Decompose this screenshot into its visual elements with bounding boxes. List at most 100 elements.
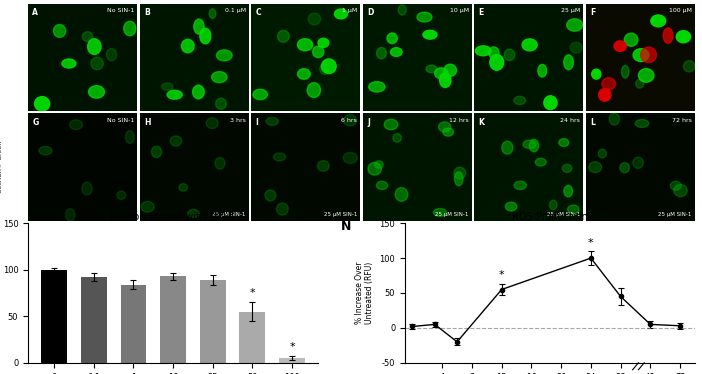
Ellipse shape [538, 64, 547, 77]
Ellipse shape [633, 49, 649, 62]
Text: 25 μM SIN-1: 25 μM SIN-1 [212, 212, 246, 217]
Ellipse shape [489, 47, 499, 58]
Ellipse shape [167, 90, 183, 99]
Ellipse shape [39, 147, 52, 155]
Text: H: H [144, 118, 150, 127]
Ellipse shape [544, 96, 557, 110]
Ellipse shape [398, 5, 406, 15]
Ellipse shape [266, 117, 279, 125]
Text: 25 μM SIN-1: 25 μM SIN-1 [435, 212, 469, 217]
Ellipse shape [192, 85, 204, 99]
Ellipse shape [88, 39, 101, 55]
Ellipse shape [343, 153, 357, 163]
Ellipse shape [502, 141, 513, 154]
Ellipse shape [423, 30, 437, 39]
Ellipse shape [141, 202, 154, 212]
Ellipse shape [621, 65, 629, 78]
Ellipse shape [592, 69, 601, 79]
Text: 3 hrs: 3 hrs [230, 118, 246, 123]
Text: *: * [289, 341, 295, 352]
Text: D: D [367, 8, 373, 17]
Text: E: E [479, 8, 484, 17]
Ellipse shape [395, 188, 408, 201]
Ellipse shape [589, 162, 602, 173]
Text: K: K [479, 118, 484, 127]
Text: *: * [249, 288, 255, 298]
Ellipse shape [124, 21, 136, 36]
Ellipse shape [126, 131, 134, 143]
Bar [200, 280, 225, 363]
Ellipse shape [91, 57, 103, 70]
Ellipse shape [529, 140, 538, 152]
Bar [279, 358, 305, 363]
Ellipse shape [454, 172, 463, 186]
Ellipse shape [34, 96, 50, 111]
Text: No SIN-1: No SIN-1 [107, 8, 134, 13]
Ellipse shape [570, 42, 582, 53]
Ellipse shape [564, 55, 574, 70]
Text: 12 hrs: 12 hrs [449, 118, 469, 123]
Ellipse shape [390, 47, 402, 56]
Text: 100 μM: 100 μM [669, 8, 691, 13]
Ellipse shape [514, 181, 526, 190]
Text: NeuN + PI: NeuN + PI [9, 42, 14, 73]
Ellipse shape [277, 203, 289, 215]
Ellipse shape [343, 115, 357, 126]
Ellipse shape [65, 209, 75, 221]
Ellipse shape [376, 181, 388, 190]
Ellipse shape [152, 146, 161, 157]
Ellipse shape [375, 161, 383, 168]
Ellipse shape [433, 208, 446, 216]
Ellipse shape [298, 69, 310, 79]
Text: I: I [256, 118, 258, 127]
Ellipse shape [443, 128, 453, 136]
Ellipse shape [312, 46, 324, 58]
Ellipse shape [674, 184, 687, 197]
Ellipse shape [633, 157, 643, 168]
Text: 24 hrs: 24 hrs [560, 118, 580, 123]
Ellipse shape [307, 83, 321, 98]
Ellipse shape [106, 48, 117, 61]
Ellipse shape [200, 28, 211, 44]
Ellipse shape [505, 202, 517, 211]
Ellipse shape [215, 157, 225, 169]
Ellipse shape [53, 24, 66, 37]
Ellipse shape [599, 89, 611, 101]
Bar [81, 277, 107, 363]
Text: 0.1 μM: 0.1 μM [225, 8, 246, 13]
Ellipse shape [211, 72, 227, 83]
Ellipse shape [277, 30, 289, 42]
Ellipse shape [598, 149, 607, 158]
Ellipse shape [318, 38, 329, 47]
Ellipse shape [273, 153, 286, 161]
Ellipse shape [523, 140, 536, 148]
Ellipse shape [322, 59, 336, 74]
Ellipse shape [161, 83, 173, 91]
Ellipse shape [117, 191, 126, 199]
Text: 25 μM SIN-1: 25 μM SIN-1 [658, 212, 691, 217]
Bar [41, 270, 67, 363]
Ellipse shape [564, 186, 573, 197]
Ellipse shape [651, 15, 665, 27]
Ellipse shape [514, 96, 526, 105]
Y-axis label: % Increase Over
Untreated (RFU): % Increase Over Untreated (RFU) [355, 262, 374, 324]
Ellipse shape [676, 31, 691, 43]
Ellipse shape [504, 49, 515, 61]
Ellipse shape [641, 47, 656, 62]
Ellipse shape [216, 98, 226, 109]
Text: A: A [32, 8, 39, 17]
Ellipse shape [170, 136, 182, 146]
Ellipse shape [620, 163, 630, 173]
Ellipse shape [439, 122, 451, 132]
Bar [160, 276, 186, 363]
Ellipse shape [62, 59, 76, 68]
Bar [121, 285, 146, 363]
Text: 25 μM SIN-1: 25 μM SIN-1 [547, 212, 580, 217]
Ellipse shape [253, 89, 267, 99]
Ellipse shape [179, 184, 187, 191]
Ellipse shape [624, 33, 638, 46]
Ellipse shape [454, 167, 465, 179]
Text: 25 μM: 25 μM [561, 8, 580, 13]
Ellipse shape [319, 64, 330, 74]
Text: *: * [499, 270, 505, 280]
